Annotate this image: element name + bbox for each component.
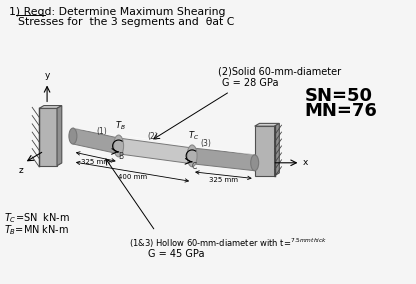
- Text: $T_C$: $T_C$: [188, 129, 199, 141]
- Polygon shape: [192, 148, 255, 171]
- Text: 325 mm: 325 mm: [209, 177, 238, 183]
- Text: Stresses for  the 3 segments and  θat C: Stresses for the 3 segments and θat C: [18, 17, 235, 27]
- Ellipse shape: [69, 128, 77, 144]
- Polygon shape: [39, 106, 62, 108]
- Text: B: B: [118, 152, 123, 161]
- Text: 325 mm: 325 mm: [81, 159, 110, 165]
- Text: (3): (3): [200, 139, 211, 148]
- Text: 400 mm: 400 mm: [118, 174, 147, 180]
- Text: $T_B$=MN kN-m: $T_B$=MN kN-m: [5, 223, 69, 237]
- Text: y: y: [45, 71, 50, 80]
- Text: (2): (2): [147, 132, 158, 141]
- Text: (2)Solid 60-mm-diameter: (2)Solid 60-mm-diameter: [218, 67, 341, 77]
- Text: C: C: [191, 162, 197, 171]
- Polygon shape: [39, 108, 57, 166]
- Text: SN=50: SN=50: [305, 87, 372, 105]
- Text: x: x: [302, 158, 308, 167]
- Polygon shape: [57, 106, 62, 166]
- Polygon shape: [255, 123, 279, 126]
- Text: (1): (1): [97, 127, 107, 136]
- Ellipse shape: [187, 145, 197, 167]
- Text: $T_B$: $T_B$: [115, 119, 125, 132]
- Polygon shape: [255, 126, 275, 176]
- Ellipse shape: [251, 155, 259, 171]
- Polygon shape: [275, 123, 279, 176]
- Polygon shape: [73, 128, 119, 154]
- Text: (1&3) Hollow 60-mm-diameter with t=$^{7.5mm thick}$: (1&3) Hollow 60-mm-diameter with t=$^{7.…: [129, 237, 327, 250]
- Text: 1) Reqd: Determine Maximum Shearing: 1) Reqd: Determine Maximum Shearing: [9, 7, 226, 17]
- Text: MN=76: MN=76: [305, 103, 377, 120]
- Text: $T_C$=SN  kN-m: $T_C$=SN kN-m: [5, 211, 70, 225]
- Text: G = 45 GPa: G = 45 GPa: [149, 249, 205, 259]
- Ellipse shape: [114, 135, 124, 157]
- Text: G = 28 GPa: G = 28 GPa: [222, 78, 278, 88]
- Polygon shape: [119, 138, 192, 164]
- Text: z: z: [19, 166, 24, 175]
